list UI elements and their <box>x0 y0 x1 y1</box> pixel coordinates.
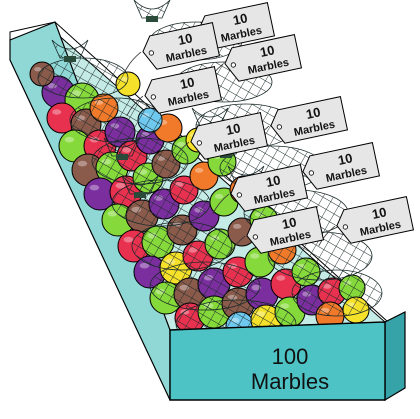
net-bag <box>69 97 163 143</box>
tag-count-label: 10 <box>305 104 322 122</box>
tag-count-label: 10 <box>177 30 194 48</box>
tag-count-label: 10 <box>179 74 196 92</box>
tag-count-label: 10 <box>232 10 249 28</box>
net-tie <box>103 137 141 160</box>
net-bag <box>37 57 129 99</box>
box-front-panel: 100 Marbles <box>169 321 386 401</box>
tag-count-label: 10 <box>281 214 298 232</box>
box-unit-label: Marbles <box>251 369 329 394</box>
net-tie <box>51 39 89 62</box>
net-bag <box>291 269 383 317</box>
tag-count-label: 10 <box>225 120 242 138</box>
tag-count-label: 10 <box>265 172 282 190</box>
box-count-label: 100 <box>272 344 309 369</box>
tag-count-label: 10 <box>337 150 354 168</box>
net-tie <box>121 175 159 198</box>
box-right-side <box>384 311 406 402</box>
tag-count-label: 10 <box>371 204 388 222</box>
tag-count-label: 10 <box>259 42 276 60</box>
net-tie <box>133 0 171 22</box>
